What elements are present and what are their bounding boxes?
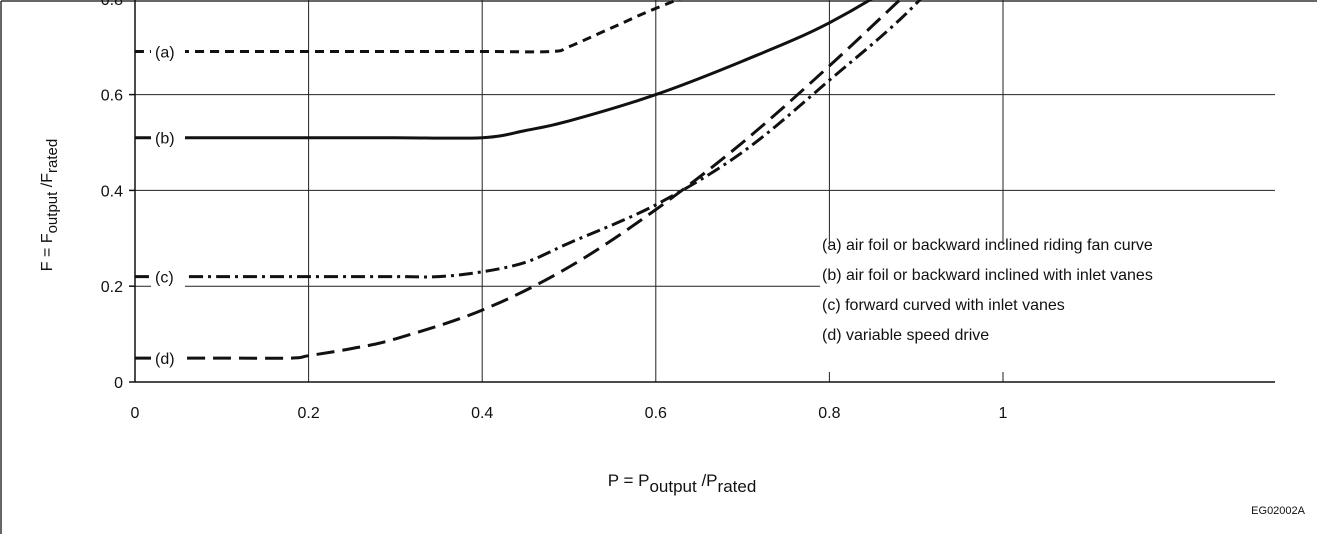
x-tick-label: 0.6 [645,405,667,422]
series-label-bg [151,347,185,370]
y-axis-label-mid: /F [39,173,56,192]
grid [135,0,1275,382]
y-tick-label: 0 [114,375,123,392]
x-tick-label: 0.4 [471,405,493,422]
series-line-a [135,0,681,54]
y-tick-label: 0.6 [101,88,123,105]
legend-entry: (b) air foil or backward inclined with i… [822,267,1153,284]
series-label-d: (d) [155,351,175,368]
x-axis-label-mid: /P [697,471,718,490]
x-tick-label: 0.2 [297,405,319,422]
legend-entry: (c) forward curved with inlet vanes [822,297,1065,314]
y-axis-label-sub-rated: rated [44,139,61,173]
legend-entry: (d) variable speed drive [822,327,989,344]
series-label-c: (c) [155,270,174,287]
legend: (a) air foil or backward inclined riding… [820,232,1275,372]
x-axis-label-main: P = P [608,471,650,490]
series-label-bg [151,40,185,63]
series-line-d [134,0,902,360]
series-label-bg [151,265,185,288]
x-axis-label: P = Poutput /Prated [608,471,757,496]
series-layer: (a) (b) (c) (d) [134,0,922,370]
y-axis-label: F = Foutput /Frated [39,139,61,271]
figure-id: EG02002A [1251,505,1305,517]
legend-entry: (a) air foil or backward inclined riding… [822,237,1153,254]
series-line-b [135,0,873,140]
x-axis-label-sub-rated: rated [718,477,757,496]
y-axis-label-sub-output: output [44,191,61,234]
series-line-c [134,0,922,279]
y-tick-label: 0.2 [101,279,123,296]
x-tick-label: 1 [999,405,1008,422]
series-label-a: (a) [155,44,175,61]
axes [129,0,1275,383]
x-axis-label-sub-output: output [649,477,697,496]
tick-labels: 00.20.40.60.811.200.20.40.60.81 [101,0,1008,422]
series-label-b: (b) [155,131,175,148]
x-tick-label: 0 [131,405,140,422]
series-label-bg [151,126,185,149]
y-tick-label: 0.8 [101,0,123,9]
x-tick-label: 0.8 [818,405,840,422]
y-tick-label: 0.4 [101,183,123,200]
legend-box [820,232,1275,372]
y-axis-label-main: F = F [39,233,56,271]
